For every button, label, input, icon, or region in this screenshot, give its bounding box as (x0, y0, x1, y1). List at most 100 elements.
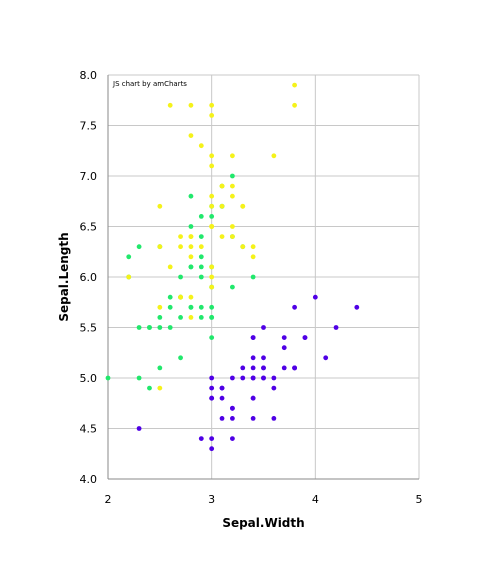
data-point (136, 244, 142, 250)
x-tick-label: 4 (312, 493, 319, 506)
data-point (230, 405, 235, 411)
data-point (333, 325, 339, 330)
data-point (188, 294, 194, 300)
data-point (292, 82, 297, 88)
data-point (250, 355, 256, 361)
data-point (188, 304, 194, 310)
data-point (230, 193, 235, 199)
data-point (188, 102, 194, 108)
data-point (167, 294, 173, 300)
data-point (178, 315, 183, 320)
data-point (209, 163, 215, 169)
data-point (157, 365, 163, 371)
data-point (157, 385, 163, 391)
data-point (188, 133, 194, 139)
y-tick-label: 8.0 (80, 69, 98, 82)
data-point (240, 244, 246, 250)
data-point (188, 315, 194, 320)
data-point (250, 244, 256, 250)
data-point (209, 335, 215, 340)
y-tick-label: 6.0 (80, 271, 98, 284)
data-point (209, 385, 215, 391)
data-point (271, 416, 277, 421)
data-point (105, 375, 111, 381)
data-point (188, 264, 194, 270)
data-point (209, 274, 215, 280)
data-point (198, 234, 204, 240)
data-point (250, 254, 256, 260)
data-point (198, 274, 204, 280)
data-point (136, 375, 142, 381)
tick-labels: 4.0 4.5 5.0 5.5 6.0 6.5 7.0 7.5 8.0 2 3 4 5 (80, 69, 423, 506)
data-point (157, 315, 163, 320)
data-point (198, 254, 204, 260)
data-point (219, 203, 225, 209)
data-point (271, 385, 277, 391)
data-point (167, 304, 173, 310)
data-point (230, 234, 235, 240)
data-point (198, 143, 204, 149)
data-point (147, 385, 152, 391)
data-point (261, 375, 266, 381)
data-point (230, 183, 235, 189)
data-point (188, 224, 194, 229)
data-point (178, 355, 183, 361)
data-point (219, 385, 225, 391)
data-point (219, 395, 225, 401)
y-tick-label: 5.5 (80, 322, 98, 335)
data-point (209, 153, 215, 159)
data-point (271, 153, 277, 159)
chart-credit[interactable]: JS chart by amCharts (112, 80, 187, 88)
data-point (136, 426, 142, 431)
data-point (292, 304, 297, 310)
data-point (209, 102, 215, 108)
data-point (167, 102, 173, 108)
data-point (271, 375, 277, 381)
data-point (126, 254, 132, 260)
data-point (323, 355, 329, 361)
data-point (188, 254, 194, 260)
axes (107, 75, 419, 480)
y-tick-label: 6.5 (80, 221, 98, 234)
data-point (136, 325, 142, 330)
data-point (157, 244, 163, 250)
data-point (209, 264, 215, 270)
data-point (219, 183, 225, 189)
data-point (250, 416, 256, 421)
data-point (157, 304, 163, 310)
x-tick-label: 5 (416, 493, 423, 506)
data-point (167, 325, 173, 330)
data-point (167, 264, 173, 270)
data-point (209, 193, 215, 199)
data-point (178, 274, 183, 280)
y-tick-label: 7.5 (80, 120, 98, 133)
x-axis-title: Sepal.Width (222, 516, 304, 530)
data-point (209, 315, 215, 320)
data-points (105, 82, 360, 452)
data-point (126, 274, 132, 280)
data-point (209, 446, 215, 452)
data-point (188, 244, 194, 250)
data-point (178, 234, 183, 240)
data-point (198, 315, 204, 320)
y-tick-label: 7.0 (80, 170, 98, 183)
data-point (281, 335, 287, 340)
data-point (198, 304, 204, 310)
data-point (188, 193, 194, 199)
y-tick-label: 5.0 (80, 372, 98, 385)
data-point (354, 304, 360, 310)
data-point (209, 214, 215, 219)
data-point (188, 234, 194, 240)
data-point (209, 284, 215, 290)
data-point (198, 264, 204, 270)
data-point (209, 436, 215, 441)
data-point (250, 395, 256, 401)
data-point (230, 416, 235, 421)
data-point (281, 345, 287, 351)
data-point (198, 436, 204, 441)
data-point (261, 325, 266, 330)
data-point (219, 234, 225, 240)
data-point (240, 365, 246, 371)
data-point (240, 375, 246, 381)
